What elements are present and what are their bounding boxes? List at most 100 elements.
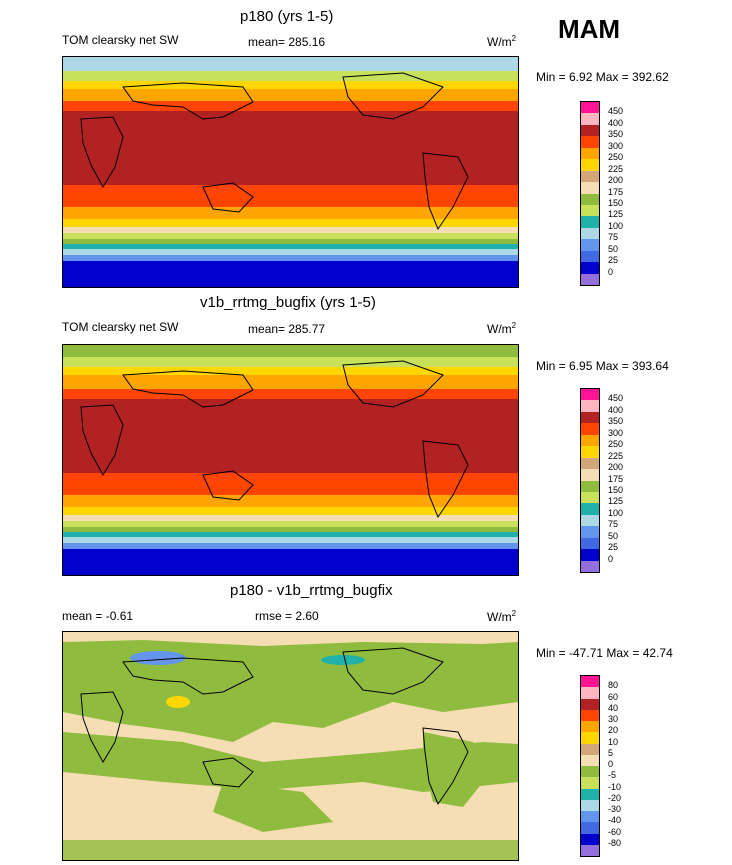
colorbar-level-label: 50 bbox=[608, 530, 619, 541]
panel2-colorbar bbox=[580, 388, 600, 573]
panel3-coastline bbox=[422, 727, 469, 806]
colorbar-swatch bbox=[581, 400, 599, 412]
panel2-mean: mean= 285.77 bbox=[248, 322, 326, 336]
panel1-band bbox=[63, 81, 518, 89]
colorbar-level-label: 80 bbox=[608, 680, 619, 691]
colorbar-swatch bbox=[581, 102, 599, 114]
colorbar-level-label: 200 bbox=[608, 462, 624, 473]
panel1-coastline bbox=[122, 82, 254, 120]
colorbar-swatch bbox=[581, 743, 599, 755]
colorbar-swatch bbox=[581, 514, 599, 527]
colorbar-swatch bbox=[581, 389, 599, 401]
colorbar-swatch bbox=[581, 239, 599, 251]
colorbar-level-label: 450 bbox=[608, 393, 624, 404]
panel3-cold-anomaly bbox=[130, 651, 186, 665]
panel2-band bbox=[63, 532, 518, 537]
panel2-coastline bbox=[422, 440, 469, 519]
panel1-coastline bbox=[80, 116, 124, 189]
colorbar-level-label: 75 bbox=[608, 519, 619, 530]
colorbar-level-label: 75 bbox=[608, 232, 619, 243]
panel3-region bbox=[63, 640, 518, 742]
panel1-mean: mean= 285.16 bbox=[248, 35, 326, 49]
colorbar-swatch bbox=[581, 469, 599, 481]
colorbar-swatch bbox=[581, 159, 599, 171]
panel1-map-svg bbox=[63, 57, 518, 287]
colorbar-swatch bbox=[581, 124, 599, 137]
panel2-band bbox=[63, 473, 518, 495]
colorbar-level-label: 250 bbox=[608, 152, 624, 163]
colorbar-level-label: 0 bbox=[608, 266, 614, 277]
colorbar-swatch bbox=[581, 766, 599, 778]
colorbar-level-label: 25 bbox=[608, 542, 619, 553]
colorbar-level-label: 60 bbox=[608, 691, 619, 702]
colorbar-swatch bbox=[581, 262, 599, 274]
panel1-band bbox=[63, 233, 518, 239]
colorbar-swatch bbox=[581, 273, 599, 285]
colorbar-swatch bbox=[581, 844, 599, 856]
colorbar-level-label: -5 bbox=[608, 770, 617, 781]
panel2-units: W/m2 bbox=[487, 321, 517, 336]
panel2-band bbox=[63, 495, 518, 507]
panel1-minmax: Min = 6.92 Max = 392.62 bbox=[536, 70, 669, 84]
colorbar-swatch bbox=[581, 537, 599, 550]
colorbar-swatch bbox=[581, 136, 599, 148]
colorbar-level-label: 350 bbox=[608, 129, 624, 140]
colorbar-swatch bbox=[581, 227, 599, 240]
panel2-band bbox=[63, 389, 518, 399]
panel2-band bbox=[63, 375, 518, 389]
panel1-band bbox=[63, 227, 518, 233]
panel2-map bbox=[62, 344, 519, 576]
panel2-band bbox=[63, 549, 518, 575]
panel2-band bbox=[63, 521, 518, 527]
panel2-coastline bbox=[80, 404, 124, 477]
panel2-band bbox=[63, 543, 518, 549]
panel1-band bbox=[63, 101, 518, 111]
panel1-band bbox=[63, 185, 518, 207]
colorbar-swatch bbox=[581, 560, 599, 572]
panel2-band bbox=[63, 515, 518, 521]
colorbar-swatch bbox=[581, 491, 599, 504]
panel3-coastline bbox=[202, 757, 254, 788]
colorbar-level-label: 175 bbox=[608, 473, 624, 484]
panel1-band bbox=[63, 239, 518, 244]
panel2-coastline bbox=[342, 360, 444, 408]
panel3-coastline bbox=[122, 657, 254, 695]
panel2-coastline bbox=[202, 470, 254, 501]
colorbar-level-label: 300 bbox=[608, 427, 624, 438]
colorbar-level-label: 250 bbox=[608, 439, 624, 450]
colorbar-swatch bbox=[581, 457, 599, 470]
panel1-band bbox=[63, 207, 518, 219]
panel2-band bbox=[63, 357, 518, 367]
colorbar-swatch bbox=[581, 687, 599, 699]
colorbar-level-label: -20 bbox=[608, 792, 622, 803]
colorbar-swatch bbox=[581, 788, 599, 800]
colorbar-swatch bbox=[581, 526, 599, 538]
panel2-map-svg bbox=[63, 345, 518, 575]
colorbar-swatch bbox=[581, 480, 599, 492]
colorbar-swatch bbox=[581, 709, 599, 721]
colorbar-level-label: 150 bbox=[608, 197, 624, 208]
colorbar-level-label: -80 bbox=[608, 837, 622, 848]
colorbar-level-label: 25 bbox=[608, 255, 619, 266]
panel1-band bbox=[63, 261, 518, 287]
colorbar-swatch bbox=[581, 503, 599, 515]
panel2-minmax: Min = 6.95 Max = 393.64 bbox=[536, 359, 669, 373]
panel1-band bbox=[63, 249, 518, 255]
panel3-map-svg bbox=[63, 632, 518, 860]
panel1-band bbox=[63, 255, 518, 261]
panel1-units: W/m2 bbox=[487, 34, 517, 49]
panel3-units: W/m2 bbox=[487, 609, 517, 624]
colorbar-swatch bbox=[581, 676, 599, 688]
panel2-title: v1b_rrtmg_bugfix (yrs 1-5) bbox=[200, 294, 376, 311]
panel3-rmse: rmse = 2.60 bbox=[255, 609, 319, 623]
panel3-map bbox=[62, 631, 519, 861]
colorbar-swatch bbox=[581, 147, 599, 160]
colorbar-level-label: 125 bbox=[608, 209, 624, 220]
colorbar-swatch bbox=[581, 811, 599, 823]
panel1-band bbox=[63, 71, 518, 81]
panel3-region bbox=[63, 840, 518, 860]
colorbar-swatch bbox=[581, 698, 599, 710]
colorbar-swatch bbox=[581, 446, 599, 458]
panel3-colorbar bbox=[580, 675, 600, 857]
colorbar-swatch bbox=[581, 721, 599, 733]
